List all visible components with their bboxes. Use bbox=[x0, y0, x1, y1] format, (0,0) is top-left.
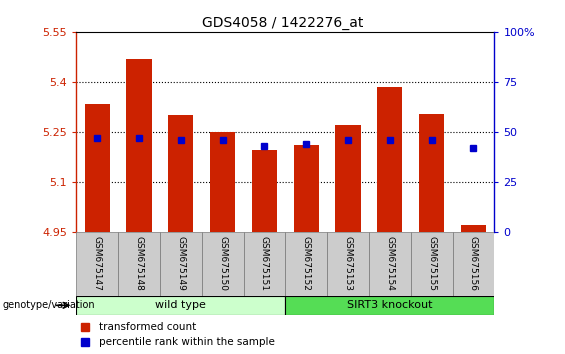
Bar bbox=[453, 232, 494, 296]
Bar bbox=[76, 232, 118, 296]
Bar bbox=[419, 114, 444, 232]
Bar bbox=[118, 232, 160, 296]
Text: GSM675155: GSM675155 bbox=[427, 236, 436, 291]
Text: wild type: wild type bbox=[155, 300, 206, 310]
Bar bbox=[411, 232, 453, 296]
Bar bbox=[168, 115, 193, 232]
Bar bbox=[285, 232, 327, 296]
Text: GSM675151: GSM675151 bbox=[260, 236, 269, 291]
Bar bbox=[377, 87, 402, 232]
Text: SIRT3 knockout: SIRT3 knockout bbox=[347, 300, 433, 310]
Bar bbox=[252, 150, 277, 232]
Bar bbox=[294, 145, 319, 232]
Text: GSM675147: GSM675147 bbox=[93, 236, 102, 291]
Text: GSM675154: GSM675154 bbox=[385, 236, 394, 291]
Bar bbox=[461, 225, 486, 232]
Bar bbox=[160, 232, 202, 296]
Bar bbox=[76, 296, 285, 315]
Text: GSM675152: GSM675152 bbox=[302, 236, 311, 291]
Bar bbox=[202, 232, 244, 296]
Text: GSM675156: GSM675156 bbox=[469, 236, 478, 291]
Bar bbox=[210, 132, 235, 232]
Text: percentile rank within the sample: percentile rank within the sample bbox=[99, 337, 275, 348]
Text: GDS4058 / 1422276_at: GDS4058 / 1422276_at bbox=[202, 16, 363, 30]
Bar bbox=[244, 232, 285, 296]
Text: GSM675153: GSM675153 bbox=[344, 236, 353, 291]
Bar bbox=[327, 232, 369, 296]
Text: transformed count: transformed count bbox=[99, 321, 197, 332]
Text: GSM675148: GSM675148 bbox=[134, 236, 144, 291]
Bar bbox=[85, 103, 110, 232]
Bar bbox=[285, 296, 494, 315]
Text: GSM675149: GSM675149 bbox=[176, 236, 185, 291]
Text: GSM675150: GSM675150 bbox=[218, 236, 227, 291]
Bar bbox=[369, 232, 411, 296]
Bar bbox=[336, 125, 360, 232]
Bar bbox=[127, 58, 151, 232]
Text: genotype/variation: genotype/variation bbox=[3, 300, 95, 310]
